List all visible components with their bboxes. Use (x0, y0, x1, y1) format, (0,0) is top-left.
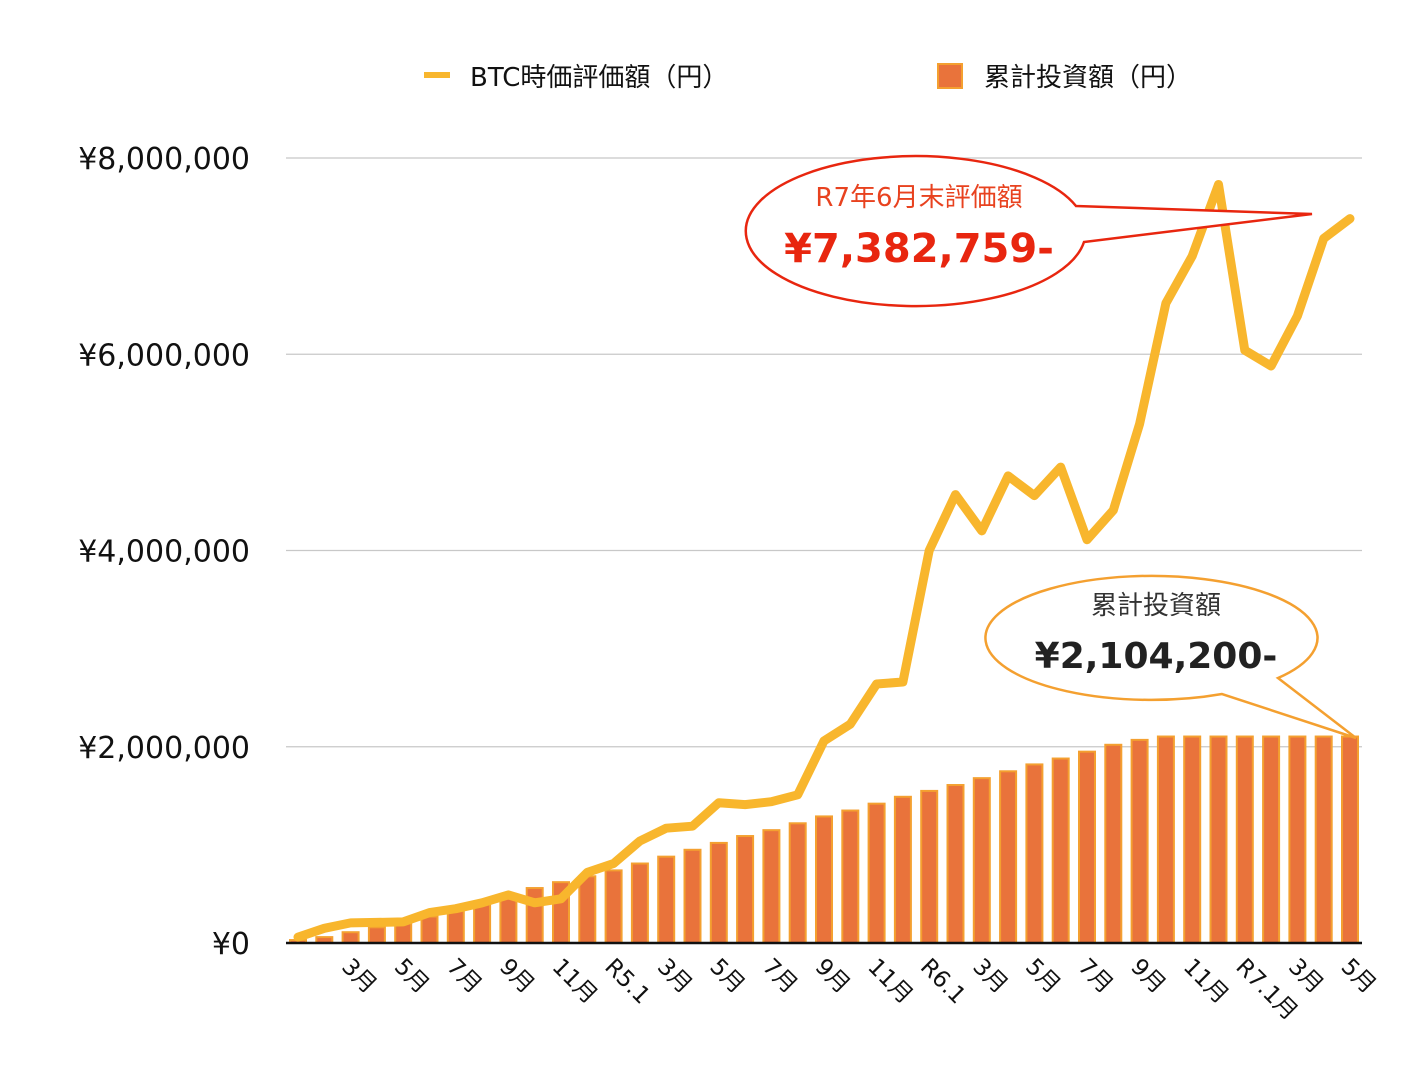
investment-bar (709, 841, 728, 944)
x-tick-label: 11月 (1178, 954, 1233, 1009)
x-tick-label: 5月 (389, 954, 434, 999)
legend-bar-swatch (937, 63, 963, 89)
x-tick-label: 3月 (652, 954, 697, 999)
investment-bar (920, 789, 939, 944)
investment-bar (446, 909, 465, 945)
investment-bar (473, 902, 492, 944)
investment-bar (1288, 735, 1307, 945)
x-tick-label: 7月 (1073, 954, 1118, 999)
investment-bar (1156, 735, 1175, 945)
y-axis: ¥0 ¥2,000,000 ¥4,000,000 ¥6,000,000 ¥8,000,0… (78, 142, 250, 962)
investment-bar (815, 815, 833, 945)
investment-bar (736, 835, 755, 945)
x-tick-label: R5.1 (599, 954, 655, 1010)
annotation-investment-callout-shape (984, 574, 1357, 740)
x-tick-label: 7月 (442, 954, 487, 999)
investment-bar (841, 809, 860, 944)
investment-bar (525, 887, 544, 944)
investment-bar (683, 848, 702, 944)
y-tick-label: ¥2,000,000 (78, 731, 250, 766)
investment-bar (420, 915, 439, 944)
investment-bar (630, 862, 649, 944)
investment-bar (657, 855, 676, 945)
investment-bar (788, 822, 807, 944)
x-tick-label: 5月 (705, 954, 750, 999)
investment-bar (1130, 738, 1149, 944)
investment-bar (1183, 735, 1202, 945)
x-tick-label: 11月 (547, 954, 602, 1009)
legend: BTC時価評価額（円） 累計投資額（円） (424, 63, 1192, 93)
x-tick-label: 7月 (757, 954, 802, 999)
x-tick-label: 3月 (336, 954, 381, 999)
x-tick-label: 9月 (810, 954, 855, 999)
legend-label-btc: BTC時価評価額（円） (470, 63, 728, 93)
investment-bar (893, 795, 912, 945)
annotation-investment: 累計投資額 ¥2,104,200- (984, 574, 1357, 740)
y-tick-label: ¥6,000,000 (78, 338, 250, 373)
investment-bar (1341, 735, 1359, 945)
y-tick-label: ¥4,000,000 (78, 535, 250, 570)
gridlines (286, 157, 1362, 748)
investment-bar (762, 829, 781, 944)
investment-bar (972, 777, 991, 945)
x-tick-label: 5月 (1020, 954, 1065, 999)
x-tick-label: 3月 (1283, 954, 1328, 999)
annotation-btc-label: R7年6月末評価額 (815, 183, 1022, 213)
x-tick-label: 5月 (1336, 954, 1381, 999)
annotation-btc-value: R7年6月末評価額 ¥7,382,759- (744, 154, 1313, 308)
investment-bar (499, 894, 518, 945)
investment-bar (1078, 750, 1096, 944)
legend-label-invest: 累計投資額（円） (984, 63, 1192, 93)
investment-bar (341, 931, 360, 944)
investment-bar (1051, 757, 1070, 945)
investment-bar (1235, 735, 1254, 945)
x-tick-label: 3月 (968, 954, 1013, 999)
annotation-investment-label: 累計投資額 (1091, 591, 1221, 621)
y-tick-label: ¥8,000,000 (78, 142, 250, 177)
investment-bar (578, 875, 597, 945)
investment-bar (1262, 735, 1281, 945)
investment-bar (1314, 735, 1333, 945)
investment-bar (1104, 743, 1123, 944)
investment-bar (604, 869, 623, 945)
x-tick-label: R6.1 (915, 954, 971, 1010)
y-tick-label: ¥0 (212, 927, 250, 962)
x-tick-label: 9月 (494, 954, 539, 999)
investment-bar (946, 784, 965, 944)
x-tick-label: 11月 (862, 954, 917, 1009)
investment-bars (289, 735, 1359, 945)
investment-bar (999, 770, 1018, 944)
investment-bar (1209, 735, 1228, 945)
annotation-investment-amount: ¥2,104,200- (1035, 636, 1278, 677)
annotation-btc-amount: ¥7,382,759- (784, 226, 1054, 272)
x-tick-label: 9月 (1125, 954, 1170, 999)
annotation-btc-callout-shape (744, 154, 1313, 308)
investment-bar (867, 802, 886, 944)
investment-bar (367, 926, 386, 944)
btc-value-line (293, 180, 1355, 942)
investment-bar (1025, 763, 1044, 944)
